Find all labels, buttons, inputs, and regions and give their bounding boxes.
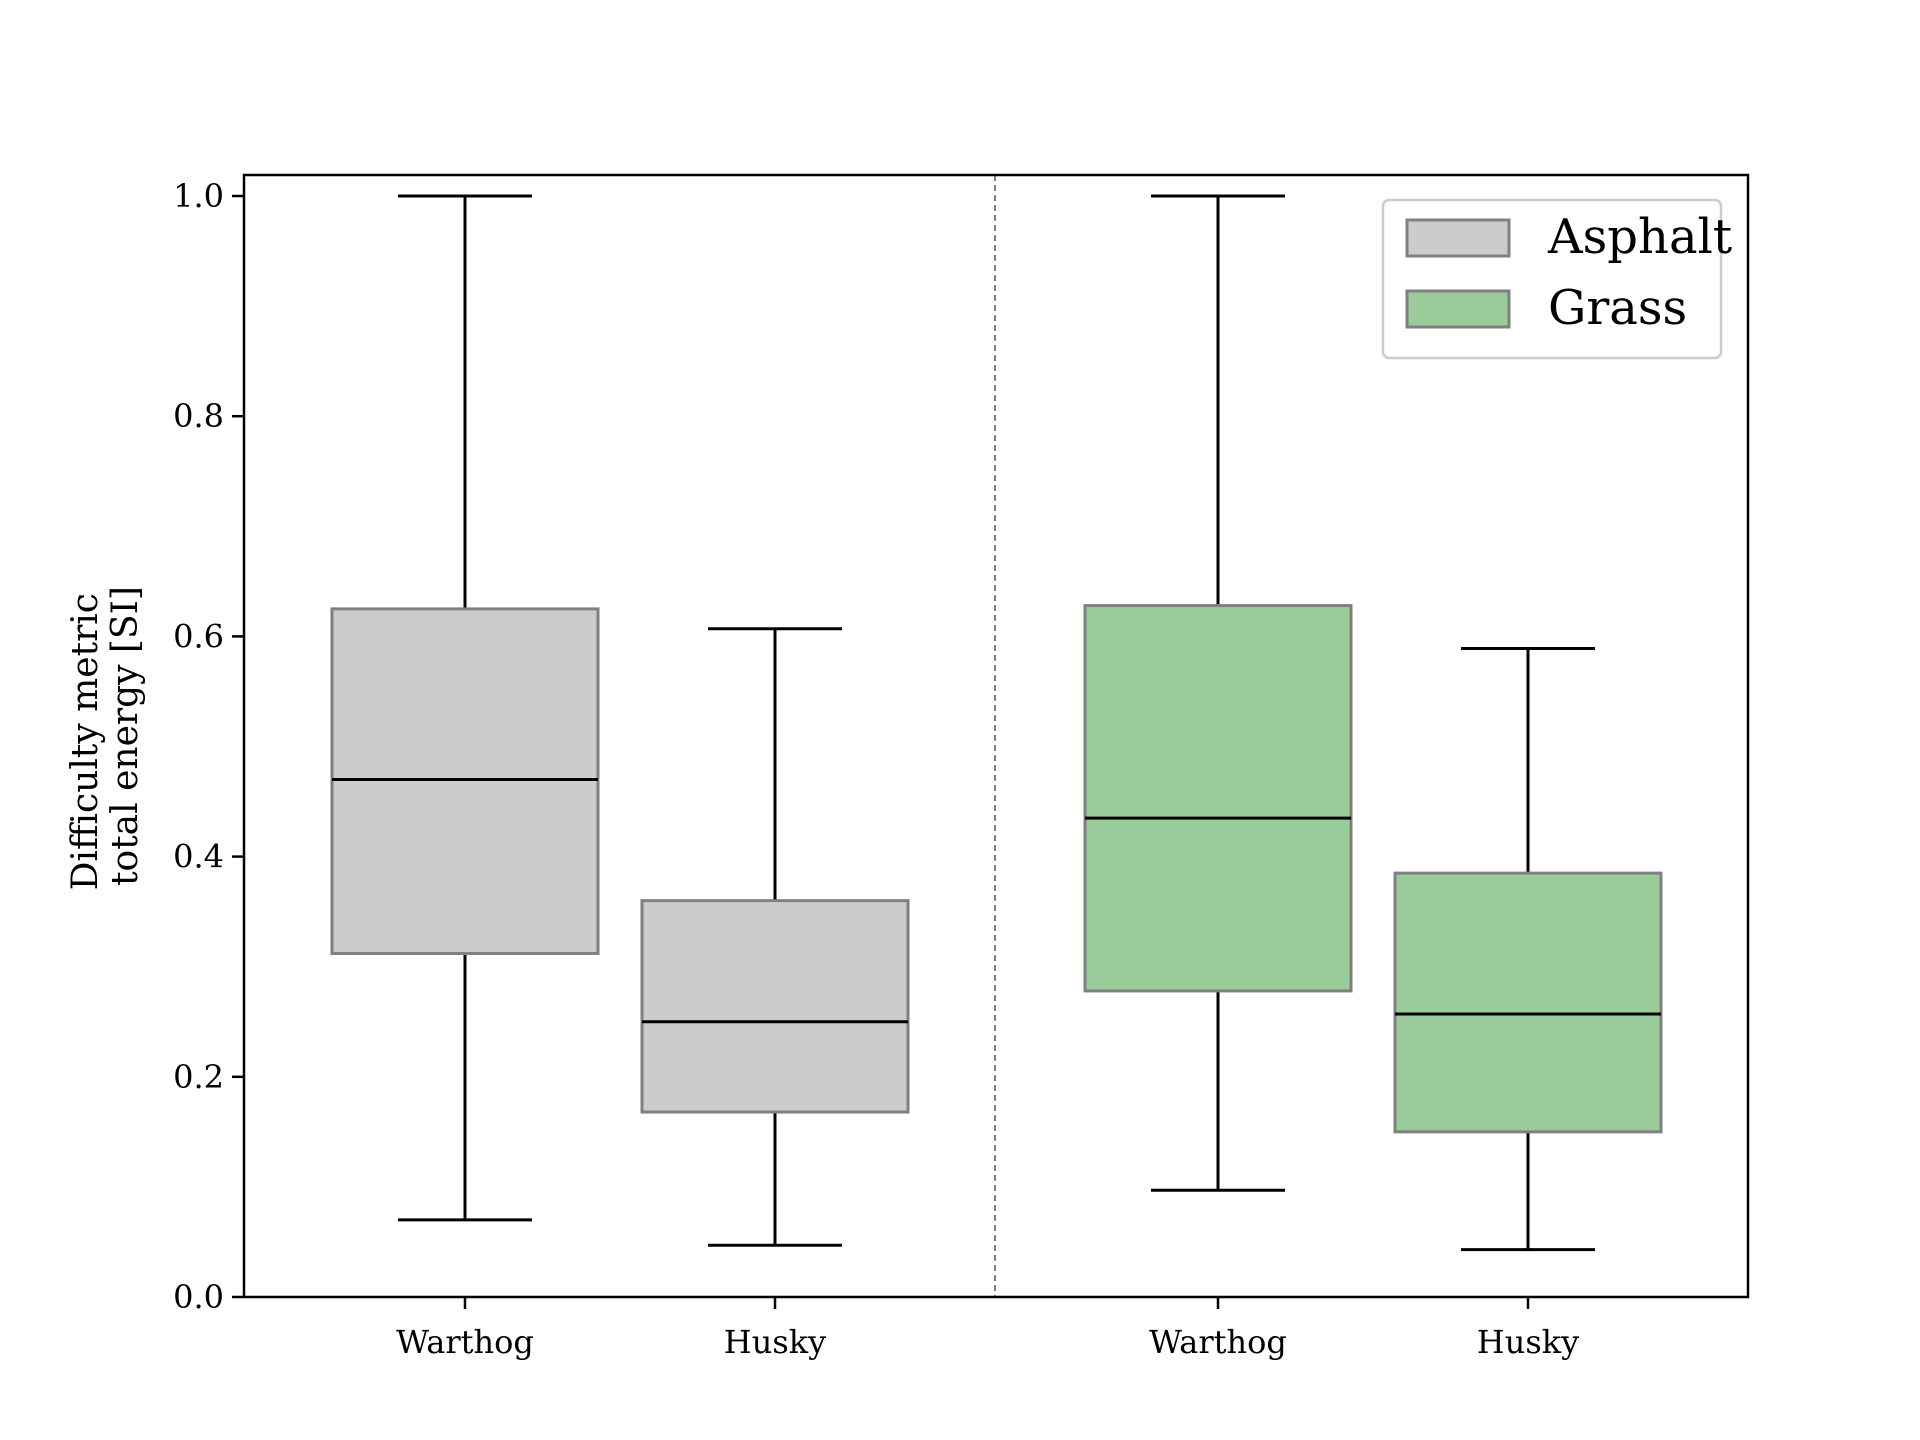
box-asphalt-husky (640, 627, 910, 1247)
x-tick-label: Husky (1477, 1323, 1579, 1361)
y-tick-label: 0.8 (173, 397, 224, 435)
legend-swatch-grass (1405, 289, 1511, 329)
iqr-box (330, 607, 600, 955)
y-axis-label: Difficulty metric total energy [SI] (65, 582, 146, 891)
box-asphalt-warthog (330, 194, 600, 1222)
y-tick-label: 0.6 (173, 617, 224, 655)
boxes-layer (330, 194, 1663, 1252)
legend-label-asphalt: Asphalt (1547, 209, 1732, 265)
iqr-box (1083, 604, 1353, 993)
x-tick-label: Warthog (396, 1323, 534, 1361)
box-grass-husky (1393, 647, 1663, 1252)
iqr-box (1393, 871, 1663, 1134)
y-tick-label: 0.4 (173, 838, 224, 876)
x-axis: Warthog Husky Warthog Husky (396, 1297, 1579, 1361)
y-axis-label-line-1: Difficulty metric (65, 593, 106, 890)
y-axis: 0.0 0.2 0.4 0.6 0.8 1.0 (173, 177, 244, 1316)
iqr-box (640, 899, 910, 1114)
x-tick-label: Husky (724, 1323, 826, 1361)
legend-label-grass: Grass (1548, 280, 1687, 336)
legend-swatch-asphalt (1405, 218, 1511, 258)
y-axis-label-line-2: total energy [SI] (105, 586, 146, 886)
plot-frame (242, 173, 1750, 1299)
y-tick-label: 0.0 (173, 1278, 224, 1316)
y-tick-label: 1.0 (173, 177, 224, 215)
legend: Asphalt Grass (1381, 198, 1732, 360)
box-grass-warthog (1083, 194, 1353, 1192)
x-tick-label: Warthog (1149, 1323, 1287, 1361)
y-tick-label: 0.2 (173, 1058, 224, 1096)
